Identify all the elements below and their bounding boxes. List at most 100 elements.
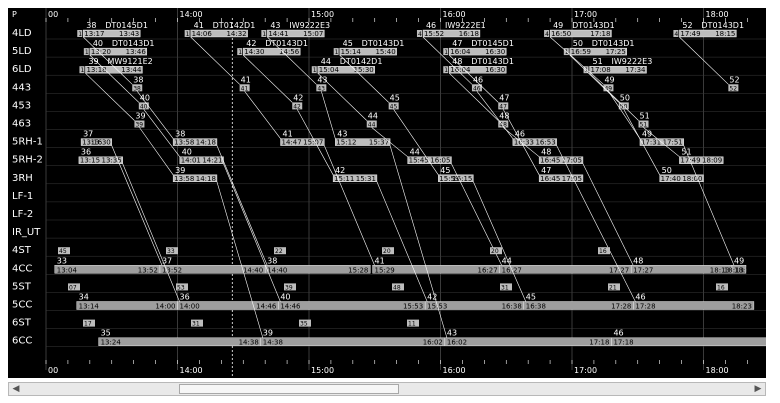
loader-op[interactable] xyxy=(549,29,612,38)
st-op[interactable] xyxy=(490,247,502,255)
rh-op[interactable] xyxy=(78,156,123,164)
caster-bar[interactable] xyxy=(633,301,755,310)
st-op[interactable] xyxy=(68,283,80,291)
op-start-time: 16:50 xyxy=(551,30,571,38)
mid-op-text: 41 xyxy=(241,85,249,92)
loader-op[interactable] xyxy=(85,66,143,74)
caster-bar[interactable] xyxy=(98,337,261,346)
mid-op[interactable] xyxy=(471,84,482,92)
op-number: 38 xyxy=(267,256,277,265)
loader-op[interactable] xyxy=(449,66,507,74)
st-op[interactable] xyxy=(598,247,610,255)
st-op[interactable] xyxy=(382,247,394,255)
st-op[interactable] xyxy=(176,283,188,291)
st-op[interactable] xyxy=(58,247,70,255)
mid-op-text: 51 xyxy=(640,122,648,129)
mid-op[interactable] xyxy=(292,102,303,110)
st-op[interactable] xyxy=(284,283,296,291)
scroll-thumb[interactable] xyxy=(179,384,399,394)
rh-op[interactable] xyxy=(172,174,218,183)
st-op[interactable] xyxy=(716,283,728,291)
op-start-time: 14:01 xyxy=(181,157,201,165)
loader-op[interactable] xyxy=(243,47,301,56)
op-end-time: 18:15 xyxy=(715,30,735,38)
loader-op[interactable] xyxy=(83,29,141,38)
op-number: 51 xyxy=(640,112,650,121)
mid-op[interactable] xyxy=(388,102,399,110)
rh-op[interactable] xyxy=(172,138,218,146)
op-end-time: 14:38 xyxy=(239,339,259,347)
rh-op[interactable] xyxy=(179,156,224,164)
loader-op[interactable] xyxy=(569,47,627,56)
op-start-time: 16:59 xyxy=(571,48,591,56)
st-op[interactable] xyxy=(608,283,620,291)
st-op[interactable] xyxy=(166,247,178,255)
op-number: 46 xyxy=(473,75,483,84)
mid-op[interactable] xyxy=(134,120,145,128)
loader-op[interactable] xyxy=(449,47,507,56)
st-op[interactable] xyxy=(407,319,419,327)
loader-op[interactable] xyxy=(190,29,248,38)
op-number: 50 xyxy=(573,39,583,48)
op-number: 47 xyxy=(541,166,551,175)
mid-op[interactable] xyxy=(316,84,327,92)
rh-op[interactable] xyxy=(80,138,112,146)
horizontal-scrollbar[interactable]: ◀ ▶ xyxy=(8,382,766,396)
gantt-canvas[interactable]: 00 14:00 15:00 16:00 17:00 18:00 00 14:00 15:00 1… xyxy=(8,8,766,378)
loader-op[interactable] xyxy=(422,29,481,38)
st-op[interactable] xyxy=(500,283,512,291)
caster-bar[interactable] xyxy=(444,337,612,346)
op-tag xyxy=(416,30,422,37)
caster-bar[interactable] xyxy=(260,337,446,346)
rh-op[interactable] xyxy=(679,156,724,164)
mid-op[interactable] xyxy=(498,102,509,110)
mid-op[interactable] xyxy=(138,102,149,110)
st-op[interactable] xyxy=(274,247,286,255)
gantt-chart[interactable]: 00 14:00 15:00 16:00 17:00 18:00 00 14:00 15:00 1… xyxy=(8,8,766,378)
rh-op[interactable] xyxy=(280,138,325,146)
st-op[interactable] xyxy=(191,319,203,327)
caster-bar[interactable] xyxy=(731,265,747,274)
op-number: 43 xyxy=(447,329,457,338)
loader-op[interactable] xyxy=(679,29,737,38)
st-op-text: 35 xyxy=(300,321,308,328)
mid-op-text: 42 xyxy=(293,103,301,110)
op-end-time: 15:37 xyxy=(369,139,389,147)
mid-op[interactable] xyxy=(239,84,250,92)
rh-op[interactable] xyxy=(538,174,584,183)
loader-op[interactable] xyxy=(89,47,148,56)
flow-line xyxy=(679,36,729,85)
st-op-text: 48 xyxy=(393,284,401,291)
op-number: 40 xyxy=(280,293,290,302)
flow-line xyxy=(137,91,174,139)
mid-op[interactable] xyxy=(638,120,649,128)
mid-op[interactable] xyxy=(366,120,377,128)
rh-op[interactable] xyxy=(438,174,474,183)
mid-op-text: 50 xyxy=(620,103,628,110)
st-op[interactable] xyxy=(299,319,311,327)
st-op[interactable] xyxy=(392,283,404,291)
scroll-left-icon[interactable]: ◀ xyxy=(12,384,20,394)
caster-bar[interactable] xyxy=(264,265,371,274)
op-start-time: 18:13 xyxy=(734,266,754,274)
rh-op[interactable] xyxy=(538,156,584,164)
st-op[interactable] xyxy=(83,319,95,327)
rh-op[interactable] xyxy=(512,138,557,146)
mid-op[interactable] xyxy=(603,84,614,92)
loader-op[interactable] xyxy=(267,29,325,38)
loader-op[interactable] xyxy=(317,66,375,74)
scroll-right-icon[interactable]: ▶ xyxy=(754,384,762,394)
mid-op[interactable] xyxy=(132,84,143,92)
rh-op[interactable] xyxy=(659,174,704,183)
loader-op[interactable] xyxy=(339,47,397,56)
mid-op[interactable] xyxy=(498,120,509,128)
flow-line xyxy=(556,145,636,302)
rh-op[interactable] xyxy=(332,174,378,183)
caster-bar[interactable] xyxy=(611,337,766,346)
op-tag xyxy=(544,30,550,37)
mid-op-text: 43 xyxy=(317,85,325,92)
loader-op[interactable] xyxy=(589,66,647,74)
station-label-lf-2: LF-2 xyxy=(12,209,33,220)
rh-op[interactable] xyxy=(407,156,452,164)
mid-op[interactable] xyxy=(728,84,739,92)
